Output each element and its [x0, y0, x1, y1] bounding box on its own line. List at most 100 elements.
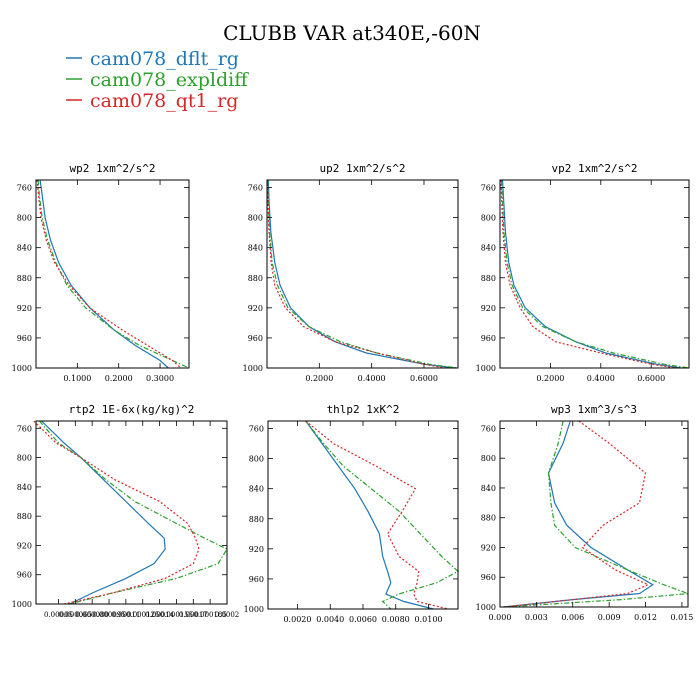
wp3-ytick-label: 760: [481, 424, 496, 433]
up2-series-expldiff: [267, 179, 459, 369]
rtp2-xtick-label: 0.000185: [193, 611, 226, 619]
thlp2-ytick-label: 840: [249, 485, 264, 494]
up2-frame: [266, 179, 459, 369]
panel-thlp2: thlp2 1xK^2 760 800 840 880 920 960 1000 0.0020 0…: [244, 403, 460, 624]
rtp2-xtick-label: 0.00014: [145, 611, 174, 619]
thlp2-frame: [267, 420, 459, 610]
vp2-ytick-label: 880: [481, 274, 496, 283]
up2-ytick-label: 880: [248, 274, 263, 283]
wp3-frame: [499, 420, 689, 608]
rtp2-xtick-label: 0.00005: [44, 611, 73, 619]
thlp2-series-expldiff: [305, 420, 460, 610]
rtp2-xtick-label: 0.000125: [126, 611, 159, 619]
wp3-ytick-label: 840: [481, 484, 496, 493]
wp2-frame: [35, 179, 190, 369]
thlp2-ytick-label: 920: [249, 545, 264, 554]
vp2-ytick-label: 760: [481, 184, 496, 193]
wp2-panel-title: wp2 1xm^2/s^2: [69, 162, 155, 175]
vp2-ytick-label: 1000: [476, 364, 496, 373]
up2-ytick-label: 760: [248, 184, 263, 193]
wp2-ytick-label: 920: [17, 304, 32, 313]
up2-ytick-label: 1000: [243, 364, 263, 373]
rtp2-ytick-label: 800: [17, 454, 32, 463]
panel-wp2: wp2 1xm^2/s^2 760 800 840 880 920 960 1000 0.100…: [12, 162, 190, 383]
vp2-series-expldiff: [500, 179, 690, 369]
panel-vp2: vp2 1xm^2/s^2 760 800 840 880 920 960 1000 0.200…: [476, 162, 690, 383]
rtp2-xtick-label: 0.00011: [111, 611, 140, 619]
wp2-xtick-label: 0.2000: [105, 374, 133, 383]
thlp2-xtick-label: 0.0080: [382, 615, 410, 624]
wp3-xtick-label: 0.006: [561, 613, 584, 622]
rtp2-xtick-label: 0.000065: [59, 611, 92, 619]
figure-title: CLUBB VAR at340E,-60N: [223, 21, 481, 45]
panel-rtp2: rtp2 1E-6x(kg/kg)^2 760 800 840 880 920 960 100…: [12, 403, 240, 619]
wp2-ytick-label: 960: [17, 334, 32, 343]
wp3-ytick-label: 800: [481, 454, 496, 463]
up2-series-qt1: [266, 179, 446, 369]
legend: cam078_dflt_rg cam078_expldiff cam078_qt…: [66, 48, 249, 112]
up2-ytick-label: 960: [248, 334, 263, 343]
thlp2-ytick-label: 960: [249, 575, 264, 584]
rtp2-series-qt1: [33, 420, 200, 605]
wp2-ytick-label: 880: [17, 274, 32, 283]
rtp2-ytick-label: 960: [17, 571, 32, 580]
rtp2-ytick-label: 920: [17, 541, 32, 550]
thlp2-ytick-label: 1000: [244, 605, 264, 614]
thlp2-xtick-label: 0.0020: [283, 615, 311, 624]
thlp2-ytick-label: 800: [249, 455, 264, 464]
panel-wp3: wp3 1xm^3/s^3 760 800 840 880 920 960 10000.000…: [476, 403, 694, 622]
rtp2-xtick-label: 0.00017: [179, 611, 208, 619]
rtp2-series-expldiff: [38, 420, 228, 605]
wp3-xtick-label: 0.009: [598, 613, 621, 622]
rtp2-xtick-label: 0.0002: [215, 611, 240, 619]
up2-xtick-label: 0.6000: [410, 374, 438, 383]
up2-ytick-label: 840: [248, 244, 263, 253]
wp2-series-qt1: [36, 179, 182, 369]
wp3-ytick-label: 920: [481, 543, 496, 552]
vp2-series-qt1: [500, 179, 677, 369]
rtp2-frame: [35, 420, 228, 605]
rtp2-panel-title: rtp2 1E-6x(kg/kg)^2: [69, 403, 195, 416]
rtp2-ytick-label: 880: [17, 512, 32, 521]
vp2-xtick-label: 0.4000: [587, 374, 615, 383]
wp3-xtick-label: 0.015: [670, 613, 693, 622]
legend-label-expldiff: cam078_expldiff: [90, 69, 249, 91]
thlp2-ytick-label: 880: [249, 515, 264, 524]
up2-xtick-label: 0.2000: [305, 374, 333, 383]
wp2-xtick-label: 0.1000: [63, 374, 91, 383]
wp3-xtick-label: 0.003: [525, 613, 548, 622]
wp2-series-dflt: [39, 179, 169, 369]
vp2-panel-title: vp2 1xm^2/s^2: [551, 162, 637, 175]
thlp2-xtick-label: 0.0100: [415, 615, 443, 624]
rtp2-ytick-label: 760: [17, 424, 32, 433]
wp3-xtick-label: 0.012: [634, 613, 657, 622]
wp3-series-expldiff: [503, 420, 689, 608]
panel-up2: up2 1xm^2/s^2 760 800 840 880 920 960 1000 0.200…: [243, 162, 459, 383]
wp3-ytick-label: 1000: [476, 603, 496, 612]
wp2-ytick-label: 1000: [12, 364, 32, 373]
wp3-series-qt1: [503, 420, 650, 608]
up2-panel-title: up2 1xm^2/s^2: [319, 162, 405, 175]
rtp2-xtick-label: 0.000095: [92, 611, 125, 619]
rtp2-ytick-label: 1000: [12, 600, 32, 609]
thlp2-series-qt1: [305, 420, 449, 610]
thlp2-ytick-label: 760: [249, 425, 264, 434]
rtp2-xtick-label: 0.000155: [160, 611, 193, 619]
vp2-ytick-label: 800: [481, 214, 496, 223]
wp3-xtick-label: 0.000: [489, 613, 512, 622]
vp2-ytick-label: 920: [481, 304, 496, 313]
rtp2-series-dflt: [41, 420, 166, 605]
vp2-ytick-label: 840: [481, 244, 496, 253]
wp2-series-expldiff: [37, 179, 190, 369]
up2-ytick-label: 800: [248, 214, 263, 223]
thlp2-xtick-label: 0.0040: [316, 615, 344, 624]
vp2-series-dflt: [501, 179, 682, 369]
legend-label-qt1: cam078_qt1_rg: [90, 90, 238, 112]
wp3-ytick-label: 960: [481, 573, 496, 582]
panel-grid: wp2 1xm^2/s^2 760 800 840 880 920 960 1000 0.100…: [12, 162, 694, 624]
up2-series-dflt: [267, 179, 456, 369]
legend-label-dflt: cam078_dflt_rg: [90, 48, 239, 70]
up2-xtick-label: 0.4000: [358, 374, 386, 383]
wp2-ytick-label: 840: [17, 244, 32, 253]
